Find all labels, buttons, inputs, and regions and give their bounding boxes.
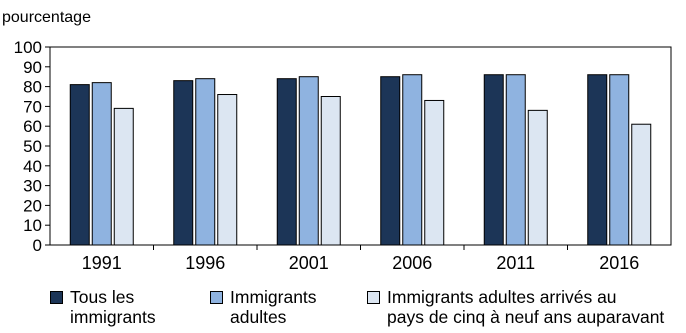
x-tick-label: 2001: [289, 253, 329, 273]
bar: [298, 76, 319, 246]
bar: [505, 74, 526, 246]
y-tick-label: 100: [14, 38, 42, 57]
x-tick-label: 2011: [496, 253, 535, 273]
bar: [276, 78, 297, 246]
x-tick-label: 1991: [82, 253, 122, 273]
y-tick-label: 80: [23, 78, 42, 97]
bar: [527, 109, 548, 246]
bar: [91, 82, 112, 246]
bar: [195, 78, 216, 246]
y-tick-label: 50: [23, 137, 42, 156]
bar: [173, 80, 194, 246]
bar: [380, 76, 401, 246]
bar: [402, 74, 423, 246]
legend-item-immigrants-adultes-arrives: Immigrants adultes arrivés au pays de cin…: [367, 287, 664, 327]
x-tick-label: 1996: [185, 253, 225, 273]
y-tick-label: 20: [23, 196, 42, 215]
y-tick-label: 30: [23, 177, 42, 196]
legend-swatch: [50, 291, 63, 304]
legend: Tous les immigrants Immigrants adultes Imm…: [0, 287, 686, 333]
x-tick-label: 2006: [392, 253, 432, 273]
plot-frame: [49, 46, 672, 246]
bar: [631, 123, 652, 246]
legend-swatch: [210, 291, 223, 304]
y-tick-label: 0: [33, 236, 42, 255]
legend-swatch: [367, 291, 380, 304]
bar: [587, 74, 608, 246]
bar: [69, 84, 90, 246]
bar: [609, 74, 630, 246]
legend-item-tous-les-immigrants: Tous les immigrants: [50, 287, 156, 327]
y-axis-label: pourcentage: [2, 9, 91, 26]
x-tick-label: 2016: [599, 253, 639, 273]
y-tick-label: 90: [23, 58, 42, 77]
bar: [113, 107, 134, 246]
y-tick-label: 10: [23, 216, 42, 235]
y-tick-label: 60: [23, 117, 42, 136]
bar: [483, 74, 504, 246]
bar: [424, 99, 445, 246]
bar: [320, 96, 341, 246]
bar: [217, 94, 238, 246]
legend-label: Immigrants adultes arrivés au pays de cin…: [387, 287, 665, 327]
legend-item-immigrants-adultes: Immigrants adultes: [210, 287, 317, 327]
y-tick-label: 40: [23, 157, 42, 176]
legend-label: Immigrants adultes: [230, 287, 317, 327]
y-tick-label: 70: [23, 97, 42, 116]
legend-label: Tous les immigrants: [70, 287, 156, 327]
